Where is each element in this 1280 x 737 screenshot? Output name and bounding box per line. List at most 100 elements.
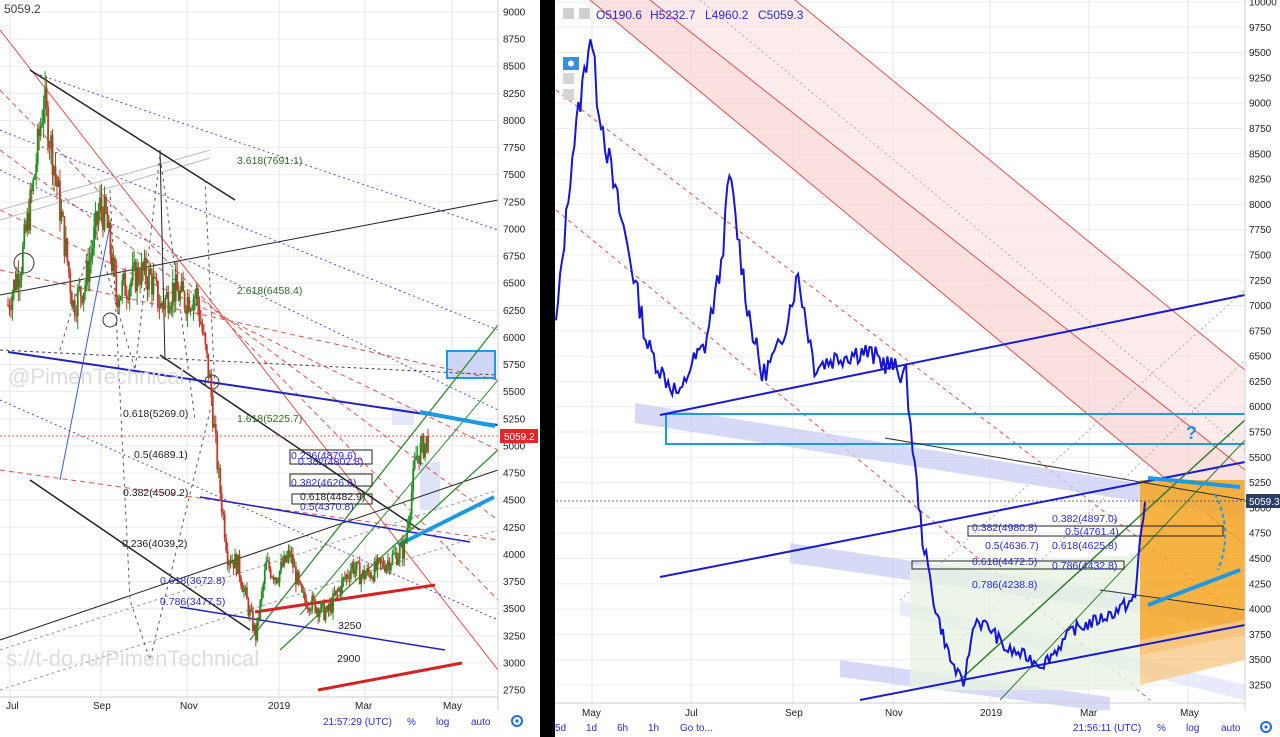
candle-body [185,308,187,315]
candle-body [29,189,32,231]
candle-body [332,593,334,613]
candle-body [403,541,406,559]
timeframe-5d[interactable]: 5d [555,723,566,734]
candle-body [151,273,153,295]
y-tick-label: 6750 [1249,326,1272,337]
candle-body [234,554,236,569]
candle-body [244,587,247,589]
candle-body [137,267,140,282]
left-x-axis[interactable]: Jul Sep Nov 2019 Mar May [0,696,498,712]
right-chart-panel[interactable]: 0.382(4897.0) 0.5(4761.4) 0.618(4625.8) … [555,0,1280,737]
candle-body [346,574,349,578]
ohlc-low: L4960.2 [705,8,749,22]
candle-body [188,296,190,312]
y-tick-label: 4250 [1249,579,1272,590]
timeframe-1d[interactable]: 1d [586,723,597,734]
candle-body [207,353,210,378]
legend-toggle-icon[interactable] [563,8,574,19]
candle-body [229,561,232,564]
legend-settings-icon[interactable] [579,8,590,19]
right-y-axis[interactable]: 3250 3500 3750 4000 4250 4500 4750 5000 5250 5500… [556,0,1280,710]
y-tick-label: 6250 [1249,377,1272,388]
candle-body [211,397,214,428]
y-tick-label: 8500 [503,62,526,73]
candle-body [378,558,380,560]
candle-body [333,593,336,596]
candle-body [369,572,372,578]
candle-body [148,268,150,290]
candle-body [343,577,346,579]
candle-body [88,260,91,282]
candle-body [23,224,26,246]
candle-body [290,554,293,558]
fib-label: 0.618(3672.8) [160,575,225,587]
fib-label: 0.236(4039.2) [122,538,187,550]
percent-toggle[interactable]: % [1157,723,1166,734]
last-price-tag [500,429,538,443]
candle-body [136,267,139,292]
y-tick-label: 3500 [1249,655,1272,666]
y-tick-label: 5000 [1249,503,1272,514]
candle-body [191,309,193,311]
right-footer: 5d 1d 6h 1h Go to... 21:56:11 (UTC) % lo… [555,721,1272,734]
timeframe-6h[interactable]: 6h [617,723,628,734]
candle-body [240,577,242,586]
go-to-button[interactable]: Go to... [680,723,713,734]
candle-body [416,455,419,457]
candle-body [295,566,297,585]
left-chart-panel[interactable]: 3.618(7691.1) 2.618(6458.4) 1.618(5225.7… [0,0,540,737]
indicator-close-icon[interactable] [563,73,574,84]
candle-body [67,261,70,273]
candle-body [412,468,415,492]
y-tick-label: 4750 [1249,529,1272,540]
log-toggle[interactable]: log [1186,723,1199,734]
candle-body [394,552,397,554]
candle-body [309,609,312,612]
y-tick-label: 9500 [1249,48,1272,59]
candle-body [51,135,54,176]
target-zone-box [665,413,1245,445]
left-y-axis[interactable]: 2750 3000 3250 3500 3750 4000 4250 4500 4750 5000… [0,0,538,710]
right-x-axis[interactable]: May Jul Sep Nov 2019 Mar May [555,702,1245,719]
candle-body [360,576,363,585]
fib-label: 0.382(4626.6) [291,477,356,489]
x-tick-label: Jul [6,701,19,712]
fib-label: 1.618(5225.7) [237,413,302,425]
candle-body [44,87,47,109]
fib-label: 0.382(4509.2) [123,487,188,499]
x-tick-label: Jul [685,708,698,719]
candle-body [214,424,217,434]
candle-body [312,595,315,600]
candle-body [381,561,383,563]
candle-body [235,554,238,574]
auto-toggle[interactable]: auto [1221,723,1241,734]
candle-body [171,282,174,306]
candle-body [305,599,308,608]
candle-body [410,491,413,515]
right-clock: 21:56:11 (UTC) [1073,723,1141,734]
candle-body [289,550,291,558]
auto-toggle[interactable]: auto [471,717,491,728]
indicator-more-icon[interactable] [563,89,574,100]
gear-icon[interactable] [1260,721,1272,733]
candle-body [204,333,207,345]
y-tick-label: 6000 [1249,402,1272,413]
candle-body [384,567,386,572]
log-toggle[interactable]: log [436,717,449,728]
candle-body [57,180,60,187]
right-drawings [555,0,1245,710]
candle-body [318,611,321,618]
candle-body [330,602,333,613]
candle-body [59,180,61,221]
candle-body [139,281,141,285]
timeframe-1h[interactable]: 1h [648,723,659,734]
percent-toggle[interactable]: % [407,717,416,728]
y-tick-label: 8250 [503,89,526,100]
last-price-tag-label: 5059.3 [1249,497,1280,508]
watermark-top: @PimenTechnical [8,364,184,389]
candle-body [134,261,137,292]
candle-body [292,554,294,568]
candle-body [376,558,379,571]
right-fib-labels: 0.382(4897.0) 0.5(4761.4) 0.618(4625.8) … [972,513,1119,591]
gear-icon[interactable] [511,715,523,727]
